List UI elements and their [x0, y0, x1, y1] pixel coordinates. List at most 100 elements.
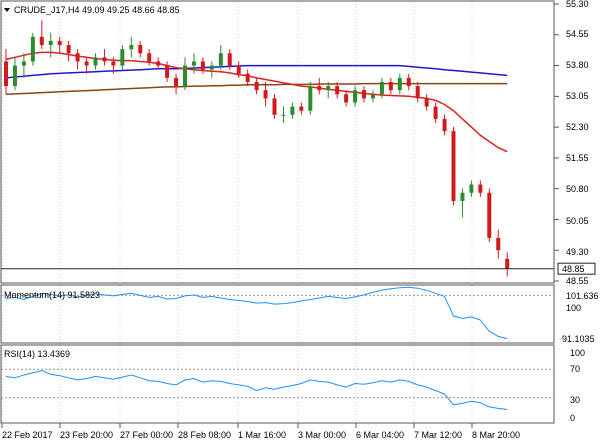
- rsi-tick: 100: [570, 348, 585, 358]
- candle-body: [505, 258, 510, 269]
- candle-body: [397, 77, 402, 91]
- candle-body: [21, 61, 26, 66]
- time-label: 28 Feb 08:00: [178, 430, 231, 440]
- time-label: 3 Mar 00:00: [298, 430, 346, 440]
- candle-body: [362, 90, 366, 99]
- grid-lines: [1, 1, 559, 428]
- last-price-box: [557, 262, 596, 275]
- time-label: 23 Feb 20:00: [60, 430, 113, 440]
- candle-body: [451, 131, 456, 201]
- symbol-label: CRUDE_J17,H4 49.09 49.25 48.66 48.85: [14, 5, 180, 15]
- time-label: 6 Mar 04:00: [356, 430, 404, 440]
- candle-body: [12, 65, 17, 87]
- momentum-tick: 100: [566, 303, 581, 313]
- candle-body: [478, 184, 483, 193]
- main-pane-frame: [0, 0, 555, 284]
- candles: [4, 20, 510, 277]
- candle-body: [75, 53, 80, 62]
- time-label: 8 Mar 20:00: [472, 430, 520, 440]
- candle-body: [147, 53, 152, 62]
- momentum-pane-frame: [0, 284, 555, 344]
- candle-body: [200, 61, 205, 70]
- candle-body: [57, 40, 62, 46]
- time-label: 27 Feb 00:00: [120, 430, 173, 440]
- last-price-tag: 48.85: [562, 264, 585, 274]
- moving-averages: [5, 51, 508, 153]
- candle-body: [156, 61, 161, 66]
- candle-body: [353, 90, 358, 103]
- candle-body: [442, 118, 447, 132]
- candle-body: [460, 192, 465, 201]
- price-tick: 50.80: [566, 184, 589, 194]
- candle-body: [379, 81, 384, 95]
- time-axis: 22 Feb 2017 23 Feb 20:00 27 Feb 00:00 28…: [2, 430, 520, 440]
- momentum-label: Momentum(14) 91.5823: [4, 290, 100, 300]
- candle-body: [415, 86, 420, 99]
- candle-body: [138, 45, 143, 54]
- price-tick: 50.05: [566, 216, 589, 226]
- candle-body: [344, 94, 349, 103]
- candle-body: [4, 61, 8, 87]
- rsi-pane-frame: [0, 344, 555, 424]
- candle-body: [66, 45, 71, 54]
- candle-body: [388, 81, 393, 91]
- rsi-label: RSI(14) 13.4369: [4, 349, 70, 359]
- candle-body: [406, 77, 411, 87]
- momentum-line: [1, 286, 554, 340]
- candle-body: [30, 36, 35, 62]
- candle-body: [263, 90, 268, 99]
- candle-body: [236, 65, 241, 74]
- collapse-triangle-icon[interactable]: [4, 8, 10, 12]
- price-tick: 55.30: [566, 0, 589, 9]
- ma-red-line: [5, 51, 508, 153]
- candle-body: [254, 81, 259, 91]
- price-tick: 53.80: [566, 60, 589, 70]
- price-axis: 55.30 54.55 53.80 53.05 52.30 51.55 50.8…: [557, 0, 599, 423]
- candle-body: [272, 98, 277, 115]
- candle-body: [84, 61, 89, 66]
- price-tick: 48.55: [566, 276, 589, 286]
- rsi-line: [1, 368, 554, 410]
- price-tick: 51.55: [566, 153, 589, 163]
- candle-body: [102, 57, 107, 62]
- candle-body: [111, 61, 116, 66]
- price-tick: 52.30: [566, 122, 589, 132]
- candle-body: [424, 98, 429, 107]
- momentum-tick: 91.1035: [562, 334, 595, 344]
- candle-body: [227, 53, 232, 66]
- rsi-series: [5, 370, 508, 410]
- candle-body: [308, 86, 313, 111]
- candle-body: [281, 114, 286, 116]
- time-label: 22 Feb 2017: [2, 430, 53, 440]
- candle-body: [218, 53, 223, 66]
- rsi-tick: 70: [570, 364, 580, 374]
- candle-body: [191, 61, 196, 66]
- rsi-tick: 0: [570, 413, 575, 423]
- time-label: 1 Mar 16:00: [238, 430, 286, 440]
- time-label: 7 Mar 12:00: [414, 430, 462, 440]
- candle-body: [326, 86, 331, 91]
- ma-blue-line: [5, 64, 508, 79]
- candle-body: [245, 73, 250, 82]
- candle-body: [317, 86, 322, 91]
- candle-body: [433, 106, 438, 119]
- candle-body: [39, 36, 44, 46]
- candle-body: [335, 86, 340, 95]
- momentum-series: [5, 286, 508, 340]
- rsi-tick: 30: [570, 395, 580, 405]
- candle-body: [120, 49, 125, 66]
- header: CRUDE_J17,H4 49.09 49.25 48.66 48.85 Mom…: [4, 5, 180, 359]
- candle-body: [290, 106, 295, 115]
- candle-body: [487, 192, 492, 238]
- candle-body: [496, 237, 501, 251]
- momentum-tick: 101.636: [566, 291, 599, 301]
- candle-body: [129, 45, 134, 50]
- candle-body: [174, 77, 179, 87]
- price-tick: 54.55: [566, 29, 589, 39]
- price-tick: 53.05: [566, 91, 589, 101]
- candle-body: [370, 94, 375, 99]
- candle-body: [183, 65, 187, 87]
- candle-body: [48, 40, 53, 46]
- candle-body: [469, 184, 474, 193]
